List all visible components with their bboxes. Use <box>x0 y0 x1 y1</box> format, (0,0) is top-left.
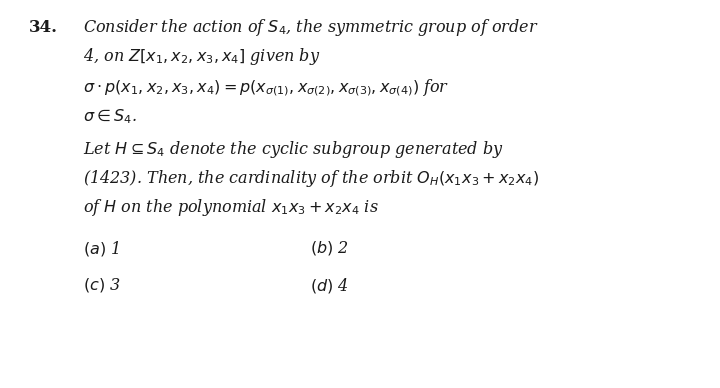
Text: Let $H \subseteq S_4$ denote the cyclic subgroup generated by: Let $H \subseteq S_4$ denote the cyclic … <box>83 139 503 160</box>
Text: Consider the action of $S_4$, the symmetric group of order: Consider the action of $S_4$, the symmet… <box>83 17 539 38</box>
Text: 4, on $Z[x_1, x_2, x_3, x_4]$ given by: 4, on $Z[x_1, x_2, x_3, x_4]$ given by <box>83 46 320 67</box>
Text: 34.: 34. <box>29 19 58 36</box>
Text: $\sigma \in S_4$.: $\sigma \in S_4$. <box>83 107 137 126</box>
Text: $(a)$ 1: $(a)$ 1 <box>83 239 120 258</box>
Text: (1423). Then, the cardinality of the orbit $O_H(x_1x_3 + x_2x_4)$: (1423). Then, the cardinality of the orb… <box>83 168 539 189</box>
Text: $\sigma \cdot p(x_1, x_2, x_3, x_4) =p(x_{\sigma(1)}, x_{\sigma(2)}, x_{\sigma(3: $\sigma \cdot p(x_1, x_2, x_3, x_4) =p(x… <box>83 77 449 98</box>
Text: $(c)$ 3: $(c)$ 3 <box>83 276 120 294</box>
Text: $(b)$ 2: $(b)$ 2 <box>310 239 348 257</box>
Text: of $H$ on the polynomial $x_1x_3 + x_2x_4$ is: of $H$ on the polynomial $x_1x_3 + x_2x_… <box>83 197 379 218</box>
Text: $(d)$ 4: $(d)$ 4 <box>310 276 348 294</box>
